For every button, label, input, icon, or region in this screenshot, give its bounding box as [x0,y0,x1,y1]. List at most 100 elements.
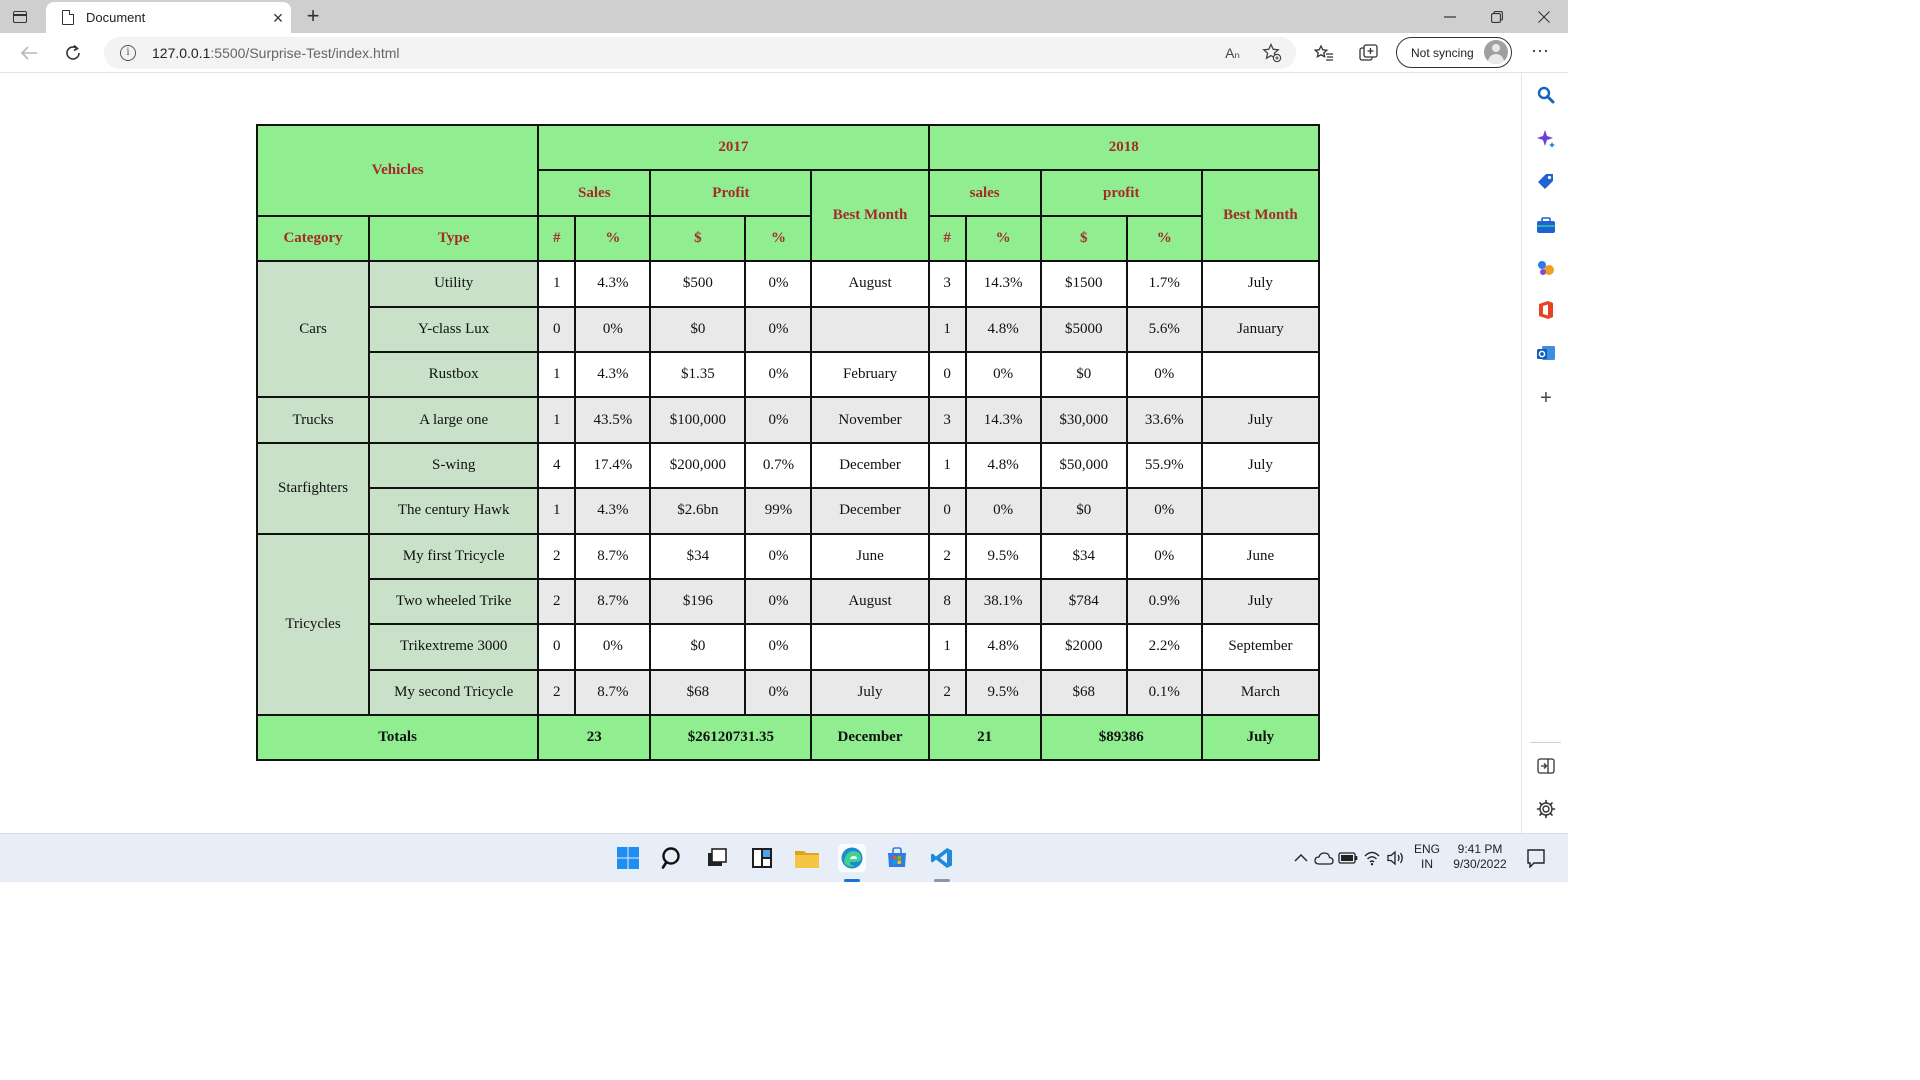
clock-time: 9:41 PM [1457,842,1503,856]
system-clock[interactable]: 9:41 PM 9/30/2022 [1448,842,1512,872]
outlook-icon[interactable] [1535,342,1557,364]
sales-count-2018-cell: 1 [927,441,967,490]
microsoft-store-icon[interactable] [883,844,911,872]
profit-percent-2018-cell: 0% [1125,350,1203,399]
table-row: Trucks A large one 1 43.5% $100,000 0% Novembe… [255,396,1321,444]
read-aloud-icon[interactable]: Aₙ [1225,44,1240,61]
category-cell-cars: Cars [255,260,371,399]
totals-label: Totals [255,714,540,762]
profit-dollar-2018-cell: $68 [1039,668,1128,717]
input-language-indicator[interactable]: ENG IN [1412,842,1442,872]
category-cell-trucks: Trucks [255,396,371,444]
sidebar-settings-gear-icon[interactable] [1535,798,1557,820]
region-code: IN [1421,857,1433,871]
vscode-running-indicator [934,879,950,882]
refresh-button[interactable] [58,39,88,67]
sales-percent-2018-cell: 4.8% [964,623,1042,671]
profit-dollar-2017-cell: $196 [649,577,747,626]
tab-actions-icon[interactable] [10,7,30,27]
vscode-icon[interactable] [928,844,956,872]
profit-percent-2017-cell: 0% [744,350,813,399]
profit-dollar-2017-cell: $500 [649,260,747,308]
vehicles-header: Vehicles [255,124,540,217]
favorites-icon[interactable] [1312,41,1336,65]
settings-more-icon[interactable]: ··· [1531,40,1549,60]
close-tab-icon[interactable]: × [272,7,284,28]
total-profit-2017: $26120731.35 [649,714,813,762]
profit-percent-2017-cell: 0% [744,623,813,671]
widgets-icon[interactable] [748,844,776,872]
hide-sidebar-icon[interactable] [1535,755,1557,777]
sales-count-2018-cell: 0 [927,487,967,535]
best-month-2018-cell: March [1200,668,1321,717]
language-code: ENG [1413,842,1440,856]
wifi-icon[interactable] [1358,844,1386,872]
copilot-sparkle-icon[interactable] [1535,128,1557,150]
sales-percent-2017-header: % [574,214,652,263]
profit-dollar-2018-cell: $30,000 [1039,396,1128,444]
vehicle-type-cell: Y-class Lux [368,305,540,353]
restore-icon [1491,10,1503,23]
profit-dollar-2018-header: $ [1039,214,1128,263]
category-cell-starfighters: Starfighters [255,441,371,535]
sales-percent-2017-cell: 8.7% [574,577,652,626]
profit-percent-2018-cell: 55.9% [1125,441,1203,490]
best-month-2017-cell: August [810,577,930,626]
notifications-icon[interactable] [1522,844,1550,872]
games-icon[interactable] [1535,257,1557,279]
sales-percent-2018-cell: 0% [964,350,1042,399]
best-month-2018-cell [1200,487,1321,535]
add-favorite-icon[interactable] [1262,43,1282,63]
shopping-tag-icon[interactable] [1535,171,1557,193]
back-button[interactable] [14,39,44,67]
vehicle-type-cell: Utility [368,260,540,308]
clock-date: 9/30/2022 [1453,857,1507,871]
sales-percent-2018-cell: 0% [964,487,1042,535]
site-info-icon[interactable]: i [120,45,136,61]
best-month-2018-cell: July [1200,441,1321,490]
address-bar[interactable]: i 127.0.0.1:5500/Surprise-Test/index.htm… [104,37,1296,69]
battery-icon[interactable] [1334,844,1362,872]
profit-dollar-2018-cell: $5000 [1039,305,1128,353]
best-month-2018-cell [1200,350,1321,399]
close-window-button[interactable] [1521,0,1567,33]
edge-taskbar-icon[interactable] [838,844,866,872]
restore-button[interactable] [1474,0,1520,33]
profit-2018-header: profit [1039,169,1203,217]
sales-percent-2018-cell: 14.3% [964,396,1042,444]
profit-dollar-2018-cell: $1500 [1039,260,1128,308]
table-row: Cars Utility 1 4.3% $500 0% August 3 14.3% $1500 1… [255,260,1321,399]
category-cell-tricycles: Tricycles [255,532,371,717]
tools-briefcase-icon[interactable] [1535,214,1557,236]
office-icon[interactable] [1535,299,1557,321]
sales-percent-2018-cell: 4.8% [964,441,1042,490]
close-icon [1538,10,1550,23]
profit-dollar-2017-header: $ [649,214,747,263]
sales-count-2017-cell: 2 [537,577,577,626]
minimize-button[interactable] [1427,0,1473,33]
onedrive-cloud-icon[interactable] [1310,844,1338,872]
file-explorer-icon[interactable] [793,844,821,872]
category-header: Category [255,214,371,263]
profit-percent-2017-cell: 0% [744,577,813,626]
best-month-2018-cell: January [1200,305,1321,353]
search-icon[interactable] [1535,84,1557,106]
vehicle-type-cell: My first Tricycle [368,532,540,580]
browser-tab[interactable]: Document × [46,2,291,33]
profit-2017-header: Profit [649,169,813,217]
sales-count-2018-cell: 3 [927,396,967,444]
task-view-icon[interactable] [703,844,731,872]
sales-count-2018-cell: 2 [927,668,967,717]
profit-dollar-2017-cell: $34 [649,532,747,580]
collections-icon[interactable] [1357,41,1381,65]
profile-sync-button[interactable]: Not syncing [1396,37,1512,68]
show-hidden-icons-chevron-icon[interactable] [1287,844,1315,872]
volume-icon[interactable] [1382,844,1410,872]
vehicle-type-cell: S-wing [368,441,540,490]
sales-percent-2017-cell: 0% [574,623,652,671]
document-icon [62,10,74,25]
add-sidebar-app-icon[interactable]: + [1540,386,1552,409]
taskbar-search-icon[interactable] [659,844,687,872]
new-tab-button[interactable]: + [306,3,320,28]
windows-start-icon[interactable] [614,844,642,872]
